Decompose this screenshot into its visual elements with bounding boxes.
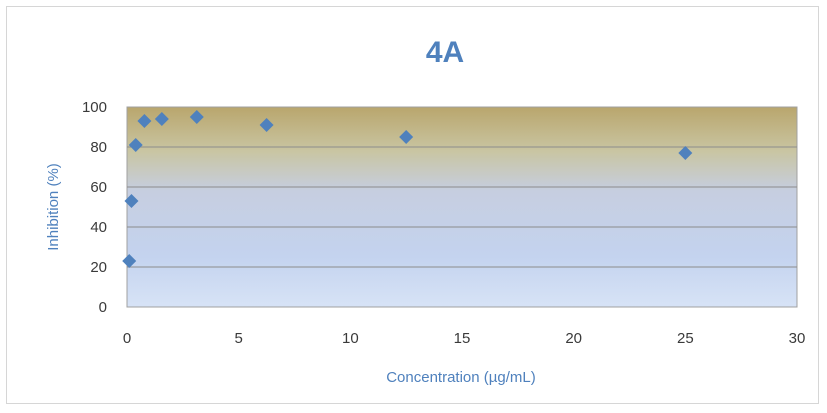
plot-area (126, 106, 798, 308)
x-tick-label: 20 (565, 330, 582, 347)
x-axis-ticks: 0 5 10 15 20 25 30 (123, 330, 806, 347)
x-tick-label: 0 (123, 330, 131, 347)
y-tick-label: 20 (90, 259, 107, 276)
data-point (124, 194, 139, 208)
data-point (128, 138, 143, 152)
chart-title: 4A (426, 36, 464, 69)
y-tick-label: 40 (90, 219, 107, 236)
data-point (678, 146, 693, 160)
y-tick-label: 100 (82, 99, 107, 116)
gridlines (127, 146, 797, 268)
data-point (137, 114, 152, 128)
y-tick-label: 80 (90, 139, 107, 156)
data-point (122, 254, 137, 268)
data-point (399, 130, 414, 144)
data-points (122, 110, 693, 268)
data-point (154, 112, 169, 126)
data-point (189, 110, 204, 124)
y-tick-label: 60 (90, 179, 107, 196)
y-axis-title: Inhibition (%) (45, 163, 62, 251)
x-tick-label: 30 (789, 330, 806, 347)
y-axis-ticks: 0 20 40 60 80 100 (82, 99, 107, 316)
x-tick-label: 5 (234, 330, 242, 347)
x-tick-label: 25 (677, 330, 694, 347)
x-axis-title: Concentration (µg/mL) (386, 369, 536, 386)
x-tick-label: 15 (454, 330, 471, 347)
data-point (259, 118, 274, 132)
x-tick-label: 10 (342, 330, 359, 347)
y-tick-label: 0 (99, 299, 107, 316)
